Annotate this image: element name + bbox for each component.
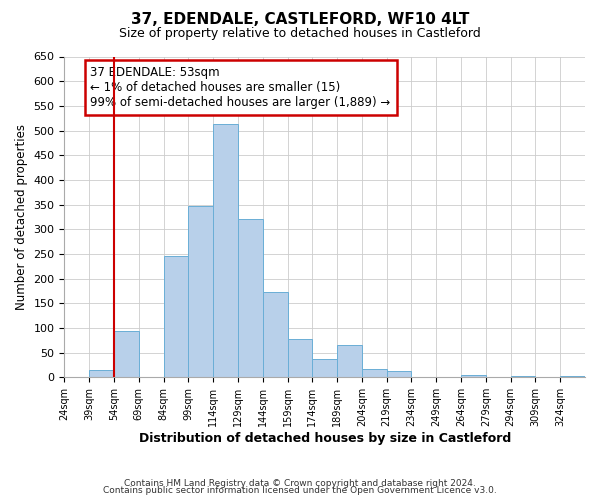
Text: 37 EDENDALE: 53sqm
← 1% of detached houses are smaller (15)
99% of semi-detached: 37 EDENDALE: 53sqm ← 1% of detached hous… bbox=[91, 66, 391, 109]
Bar bbox=[313, 359, 337, 378]
Bar bbox=[287, 340, 313, 378]
Bar bbox=[337, 346, 362, 378]
Bar bbox=[164, 256, 188, 378]
Text: Contains public sector information licensed under the Open Government Licence v3: Contains public sector information licen… bbox=[103, 486, 497, 495]
Text: Size of property relative to detached houses in Castleford: Size of property relative to detached ho… bbox=[119, 28, 481, 40]
Y-axis label: Number of detached properties: Number of detached properties bbox=[15, 124, 28, 310]
Bar bbox=[560, 376, 585, 378]
Bar bbox=[188, 206, 213, 378]
Bar bbox=[386, 372, 412, 378]
Bar bbox=[89, 370, 114, 378]
X-axis label: Distribution of detached houses by size in Castleford: Distribution of detached houses by size … bbox=[139, 432, 511, 445]
Text: Contains HM Land Registry data © Crown copyright and database right 2024.: Contains HM Land Registry data © Crown c… bbox=[124, 478, 476, 488]
Bar bbox=[511, 376, 535, 378]
Bar bbox=[238, 220, 263, 378]
Bar bbox=[114, 332, 139, 378]
Bar bbox=[362, 369, 386, 378]
Bar bbox=[263, 292, 287, 378]
Bar bbox=[213, 124, 238, 378]
Bar bbox=[461, 375, 486, 378]
Text: 37, EDENDALE, CASTLEFORD, WF10 4LT: 37, EDENDALE, CASTLEFORD, WF10 4LT bbox=[131, 12, 469, 28]
